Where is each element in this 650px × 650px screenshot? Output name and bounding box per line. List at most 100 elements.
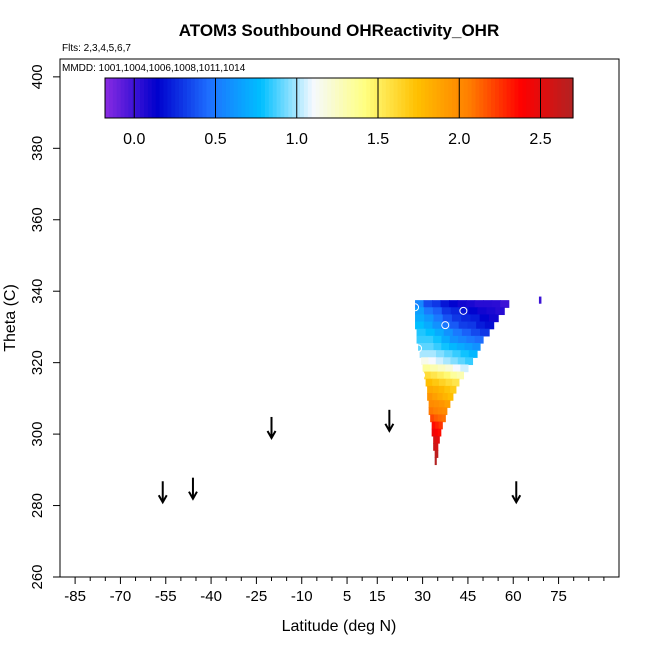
heatmap-cell (444, 350, 453, 358)
colorbar-segment (147, 78, 153, 118)
heatmap-cell (449, 335, 459, 344)
heatmap-cell (421, 357, 430, 366)
colorbar-segment (163, 78, 168, 118)
colorbar-segment (549, 78, 555, 118)
heatmap-cell (418, 343, 427, 351)
plot-frame (59, 58, 620, 578)
heatmap-cell (466, 300, 476, 308)
y-axis-title: Theta (C) (2, 284, 19, 352)
x-tick-label: -70 (110, 588, 132, 605)
colorbar-segment (175, 78, 180, 118)
colorbar-segment (225, 78, 231, 118)
colorbar-segment (545, 78, 551, 118)
heatmap-cell (466, 335, 476, 344)
colorbar-tick-label: 0.5 (204, 131, 226, 148)
heatmap-cell (430, 371, 438, 380)
colorbar-segment (264, 78, 270, 118)
heatmap-cell (416, 335, 426, 344)
heatmap-cell (433, 335, 443, 344)
colorbar-segment (222, 78, 227, 118)
colorbar-segment (190, 78, 196, 118)
heatmap-cell (461, 328, 472, 337)
x-tick-label: -85 (64, 588, 86, 605)
colorbar-segment (183, 78, 188, 118)
colorbar-segment (553, 78, 558, 118)
y-tick-label: 280 (29, 493, 46, 518)
y-tick-label: 320 (29, 350, 46, 375)
heatmap-cell (457, 300, 467, 308)
colorbar-segment (186, 78, 192, 118)
colorbar-segment (569, 78, 574, 118)
colorbar-segment (561, 78, 566, 118)
colorbar-segment (315, 78, 321, 118)
heatmap-cell (434, 428, 439, 437)
heatmap-cell (452, 364, 461, 373)
colorbar-segment (459, 78, 465, 118)
colorbar-segment (124, 78, 129, 118)
heatmap-cell (435, 357, 444, 366)
heatmap-cell (437, 407, 443, 416)
colorbar-segment (335, 78, 340, 118)
heatmap-cell (452, 378, 460, 387)
heatmap-cell (427, 385, 434, 394)
x-tick-label: 60 (505, 588, 522, 605)
colorbar-segment (467, 78, 473, 118)
colorbar-segment (311, 78, 317, 118)
heatmap-cell (435, 443, 439, 451)
colorbar-segment (327, 78, 332, 118)
heatmap-cell (432, 385, 440, 394)
colorbar-segment (253, 78, 258, 118)
heatmap-cell (432, 378, 440, 387)
heatmap-cell (434, 328, 445, 337)
sample-circle (417, 371, 426, 380)
colorbar-segment (229, 78, 235, 118)
heatmap-cell (445, 378, 453, 387)
heatmap-cell (449, 300, 459, 308)
heatmap-cell (479, 314, 490, 323)
colorbar-segment (120, 78, 126, 118)
heatmap-cell (436, 435, 440, 444)
heatmap-cell (437, 393, 444, 401)
heatmap-cell (431, 428, 436, 437)
y-axis: 260 280 300 320 340 360 380 400 (29, 64, 60, 590)
colorbar-segment (319, 78, 324, 118)
heatmap-cell (468, 307, 479, 316)
heatmap-cell (474, 335, 484, 344)
heatmap-cell (468, 350, 478, 358)
heatmap-cell (443, 371, 451, 380)
colorbar-segment (300, 78, 305, 118)
colorbar-segment (565, 78, 570, 118)
colorbar-segment (498, 78, 504, 118)
heatmap-cell (441, 343, 450, 351)
heatmap-cell (435, 350, 445, 358)
chart-title: ATOM3 Southbound OHReactivity_OHR (179, 21, 500, 40)
colorbar-segment (155, 78, 161, 118)
heatmap-cell (441, 321, 451, 330)
heatmap-cell (423, 300, 433, 308)
down-arrow-icon (266, 416, 277, 440)
heatmap-cell (444, 400, 451, 408)
colorbar-segment (108, 78, 114, 118)
heatmap-cell (432, 307, 443, 316)
heatmap-cell (416, 328, 427, 337)
colorbar-segment (276, 78, 282, 118)
colorbar-segment (112, 78, 118, 118)
x-tick-label: 15 (369, 588, 386, 605)
colorbar-segment (136, 78, 141, 118)
colorbar-segment (413, 78, 418, 118)
colorbar (104, 77, 574, 119)
colorbar-segment (514, 78, 519, 118)
colorbar-segment (233, 78, 239, 118)
heatmap-cell (491, 300, 501, 308)
heatmap-cell (441, 414, 446, 423)
colorbar-segment (389, 78, 395, 118)
x-axis-title: Latitude (deg N) (282, 618, 397, 635)
colorbar-segment (530, 78, 535, 118)
heatmap-cell (444, 385, 451, 394)
heatmap-cell (425, 378, 433, 387)
colorbar-segment (506, 78, 512, 118)
heatmap-cell (434, 450, 439, 458)
x-tick-label: 45 (460, 588, 477, 605)
x-axis: -85 -70 -55 -40 -25 -10 5 15 30 45 60 75 (64, 577, 605, 605)
